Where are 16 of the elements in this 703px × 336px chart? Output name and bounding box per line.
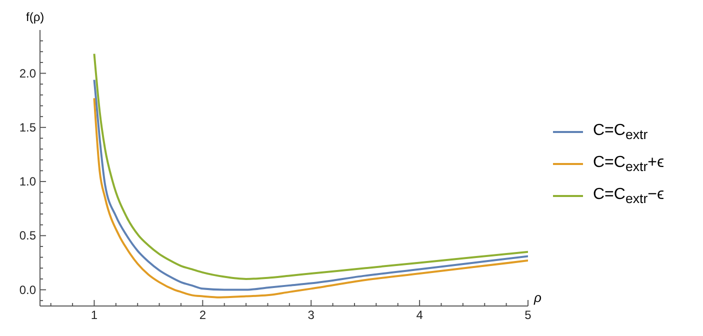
x-axis-title: ρ bbox=[534, 290, 542, 305]
y-tick-label: 0.0 bbox=[19, 282, 36, 297]
x-tick-label: 4 bbox=[416, 308, 424, 322]
x-tick-label: 1 bbox=[90, 308, 98, 322]
legend-label: C=C$_{extr}$ bbox=[593, 122, 648, 142]
legend-label: C=C$_{extr}$+ϵ bbox=[593, 154, 664, 174]
legend-label: C=C$_{extr}$−ϵ bbox=[593, 186, 664, 206]
x-tick-label: 3 bbox=[308, 308, 315, 322]
y-tick-label: 1.0 bbox=[19, 174, 36, 189]
line-series bbox=[93, 52, 528, 280]
x-tick-label: 5 bbox=[524, 308, 532, 322]
y-tick-label: 1.5 bbox=[19, 120, 36, 134]
x-tick-label: 2 bbox=[199, 308, 206, 322]
y-tick-label: 0.5 bbox=[19, 228, 36, 243]
y-axis-title: f(ρ) bbox=[26, 10, 44, 24]
y-tick-label: 2.0 bbox=[19, 66, 36, 80]
